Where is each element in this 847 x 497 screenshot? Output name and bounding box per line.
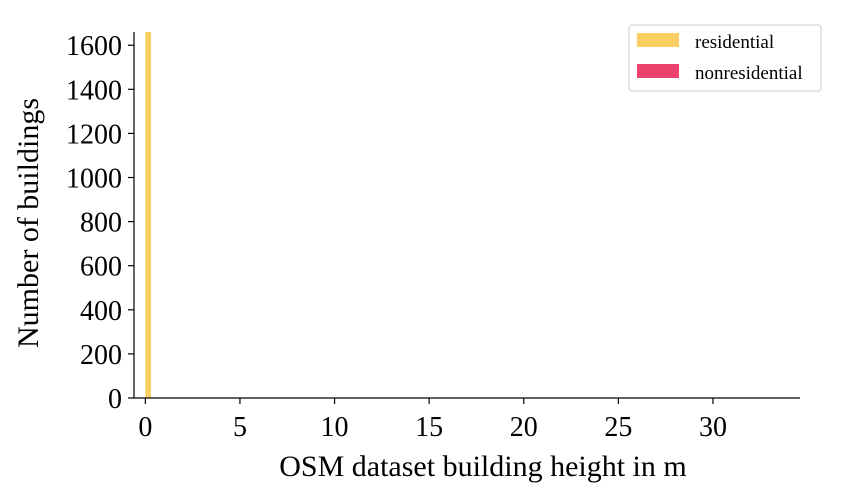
x-tick-label: 25 — [604, 412, 632, 443]
x-tick-label: 5 — [233, 412, 247, 443]
y-tick-label: 400 — [80, 296, 122, 327]
legend-swatch-residential — [637, 33, 679, 47]
x-tick-label: 30 — [699, 412, 727, 443]
x-tick-label: 10 — [321, 412, 349, 443]
y-tick-label: 0 — [108, 384, 122, 415]
y-tick-label: 1400 — [66, 75, 122, 106]
y-tick-label: 200 — [80, 340, 122, 371]
y-tick-label: 800 — [80, 208, 122, 239]
y-tick-label: 1000 — [66, 164, 122, 195]
y-axis-ticks: 0 200 400 600 800 1000 1200 1400 1600 — [66, 31, 134, 415]
legend-swatch-nonresidential — [637, 64, 679, 78]
legend-label-residential: residential — [695, 32, 774, 53]
x-tick-label: 20 — [510, 412, 538, 443]
bar-residential-0 — [145, 32, 152, 398]
y-tick-label: 600 — [80, 252, 122, 283]
x-tick-label: 0 — [138, 412, 152, 443]
legend-label-nonresidential: nonresidential — [695, 63, 803, 84]
x-axis-title: OSM dataset building height in m — [279, 450, 686, 483]
y-axis-title: Number of buildings — [12, 98, 45, 348]
legend: residential nonresidential — [628, 24, 822, 92]
y-tick-label: 1200 — [66, 119, 122, 150]
histogram-bars — [145, 32, 152, 398]
x-axis-ticks: 0 5 10 15 20 25 30 — [138, 398, 727, 443]
x-tick-label: 15 — [415, 412, 443, 443]
y-tick-label: 1600 — [66, 31, 122, 62]
